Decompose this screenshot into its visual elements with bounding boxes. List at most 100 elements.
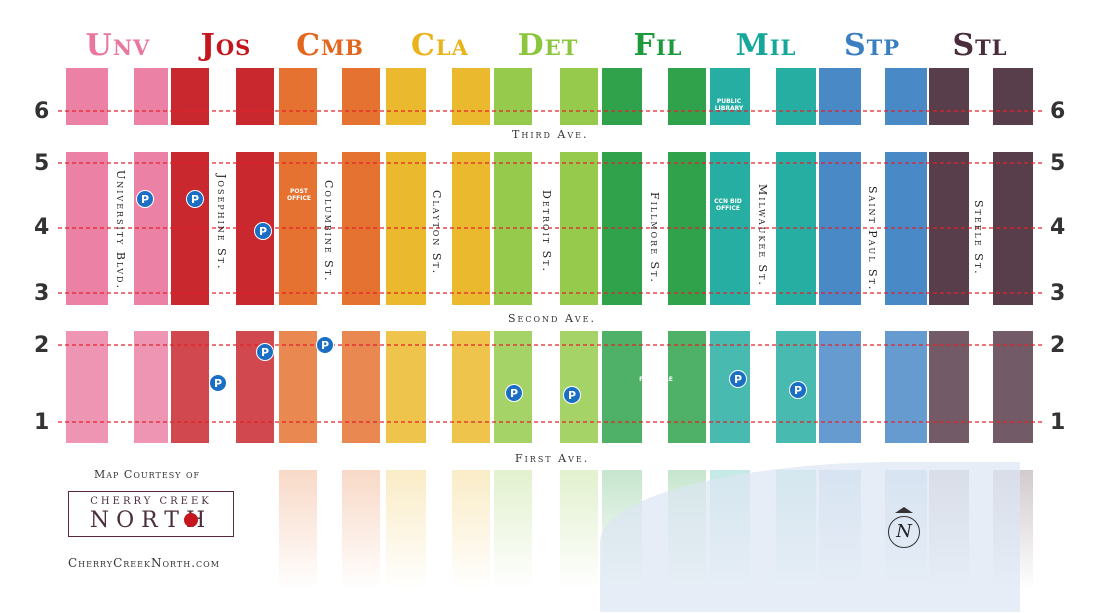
city-block-fil [602,68,642,125]
city-block-stp [885,331,927,443]
building-label-post-office: POST OFFICE [286,188,312,202]
row-label-right-6: 6 [1050,99,1066,124]
city-block-cla [386,152,426,305]
street-label-steele: Steele St. [972,200,985,276]
city-block-fil [668,68,706,125]
city-block-det [560,152,598,305]
row-label-left-5: 5 [34,151,50,176]
row-label-right-1: 1 [1050,410,1066,435]
faded-block-cla [386,470,426,590]
city-block-cmb [279,68,317,125]
street-label-detroit: Detroit St. [540,190,553,273]
city-block-jos [236,68,274,125]
row-label-left-6: 6 [34,99,50,124]
parking-marker[interactable]: P [316,336,334,354]
street-label-fillmore: Fillmore St. [648,192,661,284]
building-label-public-library: PUBLIC LIBRARY [714,98,744,112]
city-block-unv [66,152,108,305]
city-block-unv [134,152,168,305]
row-label-left-2: 2 [34,333,50,358]
city-block-stl [929,68,969,125]
parking-marker[interactable]: P [209,374,227,392]
column-header-fil: Fil [633,28,683,63]
cherry-creek-north-logo[interactable]: CHERRY CREEK NORTH [68,491,234,537]
faded-block-det [494,470,532,590]
faded-block-cmb [279,470,317,590]
city-block-stp [819,68,861,125]
city-block-cmb [342,152,380,305]
city-block-mil [776,152,816,305]
street-label-josephine: Josephine St. [215,174,228,271]
street-label-milwaukee: Milwaukee St. [756,184,769,287]
street-label-saint-paul: Saint Paul St. [866,186,879,292]
cherry-icon [184,513,198,527]
city-block-unv [134,68,168,125]
city-block-det [494,68,532,125]
city-block-cla [386,68,426,125]
city-block-unv [134,331,168,443]
city-block-mil [710,152,750,305]
city-block-mil [710,68,750,125]
city-block-cmb [342,68,380,125]
city-block-jos [171,68,209,125]
city-block-cmb [279,331,317,443]
column-header-mil: Mil [735,28,797,63]
city-block-jos [171,331,209,443]
column-header-stp: Stp [843,28,901,63]
city-block-stl [993,68,1033,125]
city-block-cla [452,68,490,125]
column-header-jos: Jos [200,28,252,63]
city-block-det [494,152,532,305]
city-block-fil [668,152,706,305]
city-block-fil [668,331,706,443]
logo-top-text: CHERRY CREEK [90,496,212,507]
city-block-unv [66,68,108,125]
parking-marker[interactable]: P [136,190,154,208]
cherry-creek-area [600,462,1020,612]
street-label-clayton: Clayton St. [430,190,443,276]
compass-north-label: N [896,521,912,542]
avenue-label-second: Second Ave. [508,312,597,325]
city-block-stp [819,152,861,305]
city-block-jos [171,152,209,305]
map-courtesy-text: Map Courtesy of [94,468,201,481]
row-label-right-3: 3 [1050,281,1066,306]
row-label-left-4: 4 [34,215,50,240]
parking-marker[interactable]: P [256,343,274,361]
city-block-cla [452,152,490,305]
row-label-left-3: 3 [34,281,50,306]
city-block-mil [710,331,750,443]
faded-block-cla [452,470,490,590]
row-label-right-5: 5 [1050,151,1066,176]
city-block-cmb [342,331,380,443]
website-link[interactable]: CherryCreekNorth.com [68,556,220,570]
city-block-stl [929,331,969,443]
city-block-stl [929,152,969,305]
column-header-unv: Unv [85,28,151,63]
city-block-det [560,68,598,125]
parking-marker[interactable]: P [186,190,204,208]
logo-bottom-text: NORTH [89,508,213,533]
city-block-unv [66,331,108,443]
row-label-right-2: 2 [1050,333,1066,358]
column-header-cla: Cla [411,28,469,63]
city-block-cmb [279,152,317,305]
column-header-stl: Stl [952,28,1008,63]
parking-marker[interactable]: P [789,381,807,399]
building-label-ccn-bid-office: CCN BID OFFICE [714,198,742,212]
parking-marker[interactable]: P [563,386,581,404]
parking-marker[interactable]: P [254,222,272,240]
avenue-label-first: First Ave. [515,452,590,465]
row-label-left-1: 1 [34,410,50,435]
city-block-stp [819,331,861,443]
city-block-fil [602,152,642,305]
parking-marker[interactable]: P [505,384,523,402]
column-header-det: Det [517,28,579,63]
parking-marker[interactable]: P [729,370,747,388]
city-block-stl [993,331,1033,443]
city-block-stp [885,68,927,125]
compass-caret-icon [895,507,913,513]
city-block-stl [993,152,1033,305]
faded-block-cmb [342,470,380,590]
